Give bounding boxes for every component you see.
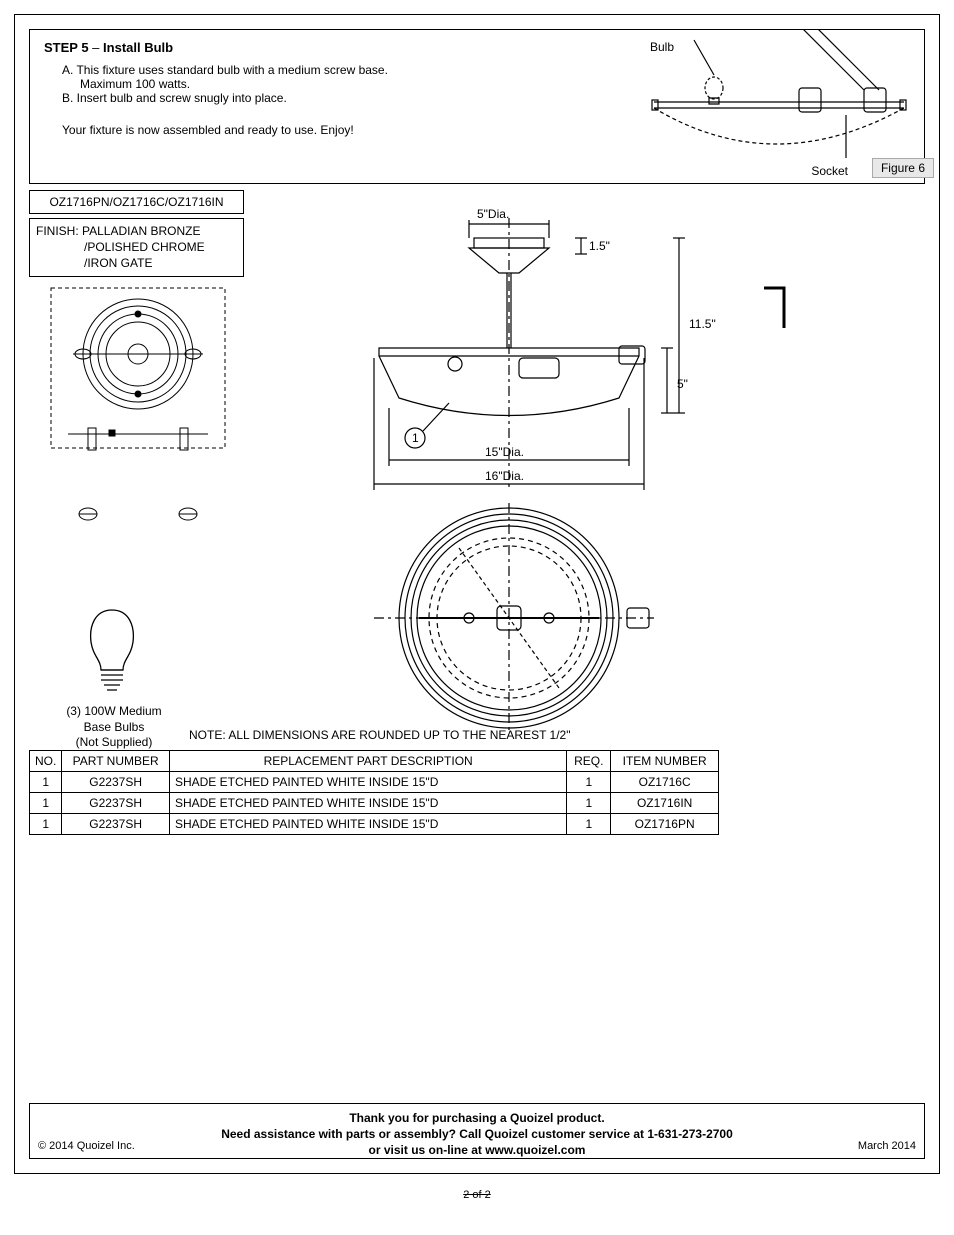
footer-line-1: Thank you for purchasing a Quoizel produ…: [30, 1110, 924, 1126]
finish-line-1: FINISH: PALLADIAN BRONZE: [36, 223, 237, 239]
step-number: STEP 5: [44, 40, 89, 55]
table-row: 1 G2237SH SHADE ETCHED PAINTED WHITE INS…: [30, 793, 719, 814]
page-number: 2 of 2: [0, 1189, 954, 1201]
figure-6-icon: [614, 30, 924, 170]
col-no: NO.: [30, 751, 62, 772]
bulb-caption: (3) 100W Medium Base Bulbs (Not Supplied…: [29, 704, 199, 751]
svg-text:5"Dia.: 5"Dia.: [477, 207, 509, 221]
svg-text:5": 5": [677, 377, 688, 391]
fixture-diagram-icon: 5"Dia. 1.5" 11.5": [319, 198, 809, 738]
spec-section: OZ1716PN/OZ1716C/OZ1716IN FINISH: PALLAD…: [29, 190, 925, 850]
footer-message: Thank you for purchasing a Quoizel produ…: [30, 1104, 924, 1159]
svg-text:16"Dia.: 16"Dia.: [485, 469, 524, 483]
table-header-row: NO. PART NUMBER REPLACEMENT PART DESCRIP…: [30, 751, 719, 772]
footer-line-3: or visit us on-line at www.quoizel.com: [30, 1142, 924, 1158]
finish-line-3: /IRON GATE: [36, 255, 237, 271]
model-number-box: OZ1716PN/OZ1716C/OZ1716IN: [29, 190, 244, 214]
copyright: © 2014 Quoizel Inc.: [38, 1140, 135, 1152]
svg-text:11.5": 11.5": [689, 317, 716, 331]
footer-line-2: Need assistance with parts or assembly? …: [30, 1126, 924, 1142]
bulb-caption-1: (3) 100W Medium: [29, 704, 199, 720]
page: STEP 5 – Install Bulb A. This fixture us…: [0, 0, 954, 1235]
table-row: 1 G2237SH SHADE ETCHED PAINTED WHITE INS…: [30, 772, 719, 793]
step-5-box: STEP 5 – Install Bulb A. This fixture us…: [29, 29, 925, 184]
col-item: ITEM NUMBER: [611, 751, 719, 772]
col-part: PART NUMBER: [62, 751, 170, 772]
bulb-caption-2: Base Bulbs: [29, 720, 199, 736]
footer-box: Thank you for purchasing a Quoizel produ…: [29, 1103, 925, 1159]
content-frame: STEP 5 – Install Bulb A. This fixture us…: [14, 14, 940, 1174]
finish-box: FINISH: PALLADIAN BRONZE /POLISHED CHROM…: [29, 218, 244, 277]
dimension-note: NOTE: ALL DIMENSIONS ARE ROUNDED UP TO T…: [189, 728, 570, 742]
finish-line-2: /POLISHED CHROME: [36, 239, 237, 255]
bulb-icon: [77, 602, 147, 702]
svg-text:1: 1: [412, 431, 419, 445]
parts-table: NO. PART NUMBER REPLACEMENT PART DESCRIP…: [29, 750, 719, 835]
svg-text:15"Dia.: 15"Dia.: [485, 445, 524, 459]
mounting-plate-icon: [43, 284, 233, 604]
step-name: Install Bulb: [103, 40, 173, 55]
footer-date: March 2014: [858, 1140, 916, 1152]
col-desc: REPLACEMENT PART DESCRIPTION: [169, 751, 566, 772]
svg-text:1.5": 1.5": [589, 239, 610, 253]
step-dash: –: [89, 40, 103, 55]
table-row: 1 G2237SH SHADE ETCHED PAINTED WHITE INS…: [30, 814, 719, 835]
col-req: REQ.: [567, 751, 611, 772]
bulb-caption-3: (Not Supplied): [29, 735, 199, 751]
